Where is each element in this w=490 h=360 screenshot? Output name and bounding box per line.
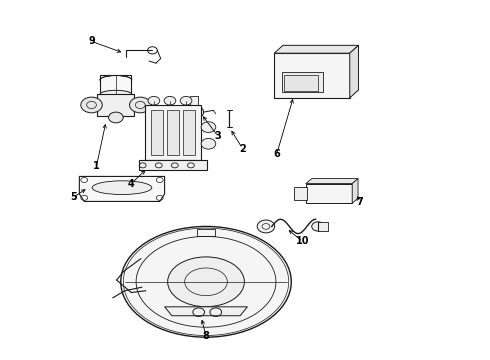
Ellipse shape <box>100 90 132 98</box>
Bar <box>151 111 163 155</box>
Bar <box>189 119 199 126</box>
Polygon shape <box>165 307 247 316</box>
Polygon shape <box>79 176 165 202</box>
Bar <box>167 111 179 155</box>
Ellipse shape <box>100 76 132 85</box>
Circle shape <box>180 96 192 105</box>
Circle shape <box>148 96 160 105</box>
Circle shape <box>201 138 216 149</box>
Text: 7: 7 <box>356 197 363 207</box>
Polygon shape <box>306 179 358 184</box>
Circle shape <box>312 222 324 231</box>
Text: 3: 3 <box>215 131 221 141</box>
Text: 2: 2 <box>239 144 246 154</box>
Polygon shape <box>98 94 134 116</box>
Ellipse shape <box>121 226 291 337</box>
Circle shape <box>109 112 123 123</box>
Ellipse shape <box>168 257 245 307</box>
Bar <box>145 105 201 160</box>
Bar <box>282 72 323 93</box>
Bar <box>294 187 307 200</box>
Bar <box>284 75 318 91</box>
Circle shape <box>201 122 216 132</box>
Bar <box>139 160 207 170</box>
Ellipse shape <box>184 105 203 119</box>
Text: 10: 10 <box>296 237 309 247</box>
Bar <box>197 229 215 237</box>
Circle shape <box>129 97 151 113</box>
Text: 9: 9 <box>88 36 95 46</box>
Bar <box>306 184 352 203</box>
Bar <box>183 111 196 155</box>
Bar <box>190 96 198 105</box>
Ellipse shape <box>92 181 152 194</box>
Circle shape <box>81 97 102 113</box>
Text: 5: 5 <box>70 192 77 202</box>
Text: 1: 1 <box>93 161 100 171</box>
Text: 4: 4 <box>127 179 134 189</box>
Polygon shape <box>274 45 359 53</box>
Polygon shape <box>352 179 358 203</box>
Polygon shape <box>350 45 359 98</box>
Bar <box>318 222 328 231</box>
Bar <box>100 75 131 94</box>
Text: 8: 8 <box>202 331 209 341</box>
Circle shape <box>164 96 176 105</box>
Circle shape <box>257 220 275 233</box>
Bar <box>274 53 350 98</box>
Text: 6: 6 <box>273 149 280 159</box>
